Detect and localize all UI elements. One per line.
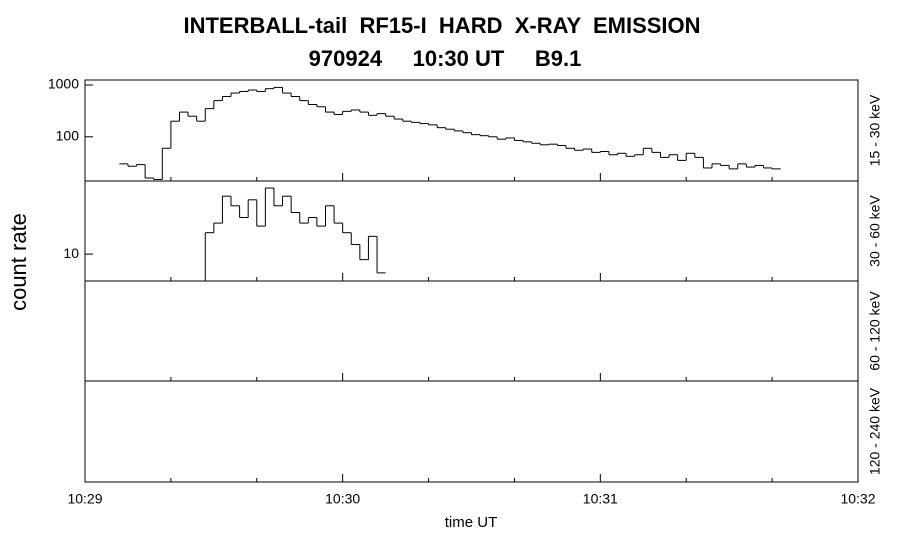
y-tick-label: 1000 — [48, 76, 79, 92]
panel-frame — [84, 79, 859, 182]
x-tick-label: 10:30 — [325, 491, 360, 507]
panel-frame — [84, 180, 859, 282]
energy-band-label: 30 - 60 keV — [867, 195, 883, 267]
panel-frame — [84, 280, 859, 382]
y-tick-label: 10 — [63, 245, 79, 261]
x-tick-label: 10:29 — [67, 491, 102, 507]
chart-title: INTERBALL-tail RF15-I HARD X-RAY EMISSIO… — [183, 13, 700, 38]
chart-subtitle: 970924 10:30 UT B9.1 — [309, 46, 582, 71]
x-axis-label: time UT — [445, 514, 498, 531]
y-axis-label: count rate — [6, 213, 31, 311]
x-tick-label: 10:32 — [840, 491, 875, 507]
y-tick-label: 100 — [56, 127, 80, 143]
panel-frame — [84, 380, 859, 483]
energy-band-label: 15 - 30 keV — [867, 94, 883, 166]
energy-band-label: 60 - 120 keV — [867, 291, 883, 371]
energy-band-label: 120 - 240 keV — [867, 387, 883, 475]
x-tick-label: 10:31 — [583, 491, 618, 507]
